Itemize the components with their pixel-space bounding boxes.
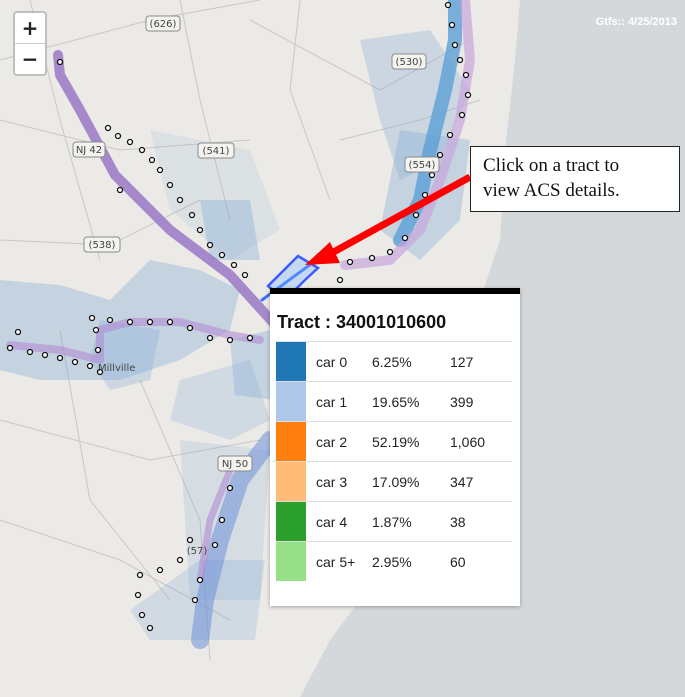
row-percent: 17.09% [372, 461, 450, 502]
row-count: 399 [450, 381, 512, 422]
callout-line-2: view ACS details. [483, 180, 620, 201]
tract-popup: Tract : 34001010600 car 0 6.25% 127 car 1 19… [270, 288, 520, 606]
row-count: 38 [450, 501, 512, 542]
row-count: 60 [450, 541, 512, 581]
callout-line-1: Click on a tract to [483, 155, 620, 176]
row-percent: 19.65% [372, 381, 450, 422]
road-label-554: (554) [409, 160, 436, 171]
swatch-fill [276, 422, 306, 461]
row-label: car 4 [306, 501, 372, 542]
road-label-nj50: NJ 50 [222, 459, 248, 470]
road-label-nj42: NJ 42 [76, 145, 102, 156]
road-label-57: (57) [187, 546, 208, 557]
road-label-530: (530) [396, 57, 423, 68]
color-swatch [276, 381, 306, 422]
row-count: 347 [450, 461, 512, 502]
row-label: car 2 [306, 421, 372, 462]
road-label-541: (541) [203, 146, 230, 157]
place-label-millville: Millville [98, 363, 135, 374]
table-row: car 0 6.25% 127 [276, 341, 512, 382]
row-percent: 52.19% [372, 421, 450, 462]
color-swatch [276, 461, 306, 502]
swatch-fill [276, 502, 306, 541]
instruction-callout: Click on a tract to view ACS details. [470, 146, 680, 212]
row-percent: 1.87% [372, 501, 450, 542]
road-labels: (626) (530) NJ 42 (541) (554) (538) Mill… [72, 15, 440, 557]
table-row: car 2 52.19% 1,060 [276, 421, 512, 462]
row-label: car 5+ [306, 541, 372, 581]
popup-title: Tract : 34001010600 [277, 312, 447, 332]
table-row: car 1 19.65% 399 [276, 381, 512, 422]
swatch-fill [276, 462, 306, 501]
color-swatch [276, 501, 306, 542]
gtfs-date-label: Gtfs:: 4/25/2013 [595, 16, 677, 28]
zoom-out-button[interactable]: − [15, 43, 45, 74]
color-swatch [276, 421, 306, 462]
zoom-in-button[interactable]: + [21, 16, 39, 40]
swatch-fill [276, 342, 306, 381]
zoom-control: + − [13, 11, 47, 76]
row-percent: 2.95% [372, 541, 450, 581]
road-label-538: (538) [89, 240, 116, 251]
row-label: car 3 [306, 461, 372, 502]
swatch-fill [276, 382, 306, 421]
color-swatch [276, 341, 306, 382]
transit-stops[interactable] [6, 1, 472, 632]
arrow-indicator [305, 173, 472, 265]
row-count: 127 [450, 341, 512, 382]
table-row: car 3 17.09% 347 [276, 461, 512, 502]
color-swatch [276, 541, 306, 581]
car-ownership-table: car 0 6.25% 127 car 1 19.65% 399 car 2 52.19% 1,… [276, 341, 512, 581]
swatch-fill [276, 542, 306, 581]
row-count: 1,060 [450, 421, 512, 462]
table-row: car 5+ 2.95% 60 [276, 541, 512, 581]
row-percent: 6.25% [372, 341, 450, 382]
row-label: car 1 [306, 381, 372, 422]
road-label-626: (626) [150, 19, 177, 30]
table-row: car 4 1.87% 38 [276, 501, 512, 542]
row-label: car 0 [306, 341, 372, 382]
